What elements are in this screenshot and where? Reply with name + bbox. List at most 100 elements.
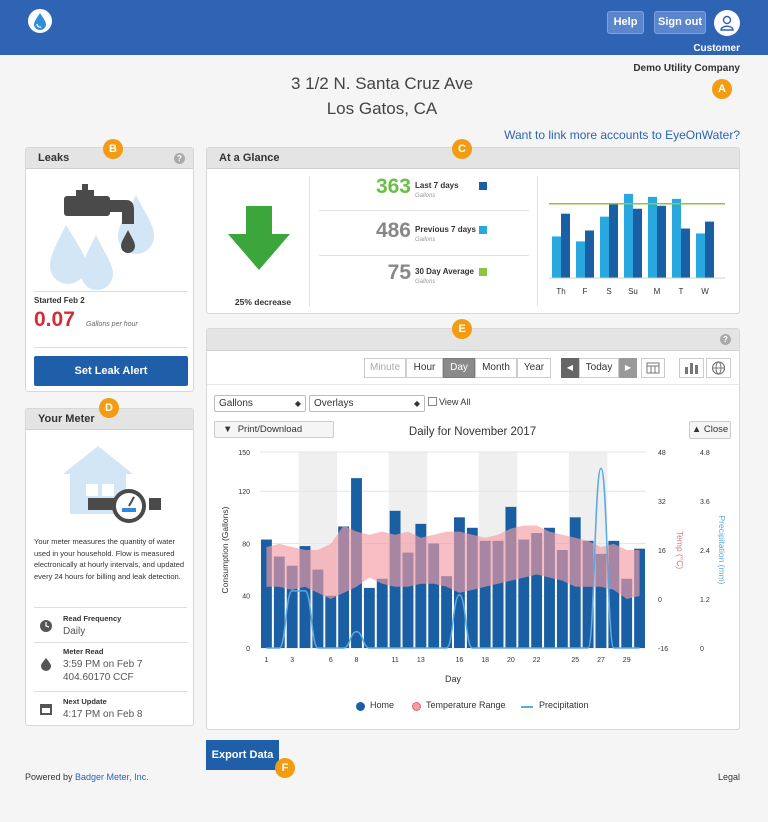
legend-home-label[interactable]: Home <box>370 700 395 710</box>
leak-rate-value: 0.07 <box>34 308 75 331</box>
consumption-bar[interactable] <box>492 540 504 648</box>
consumption-bar[interactable] <box>634 548 645 648</box>
your-meter-panel: Your Meter Your meter measures the quant… <box>25 408 194 726</box>
next-update-value: 4:17 PM on Feb 8 <box>63 709 143 720</box>
print-download-label: Print/Download <box>237 424 303 435</box>
meter-title: Your Meter <box>38 413 95 425</box>
customer-label: Customer <box>693 43 740 54</box>
mini-bar-previous <box>552 236 561 278</box>
faucet-icon <box>50 184 154 290</box>
link-accounts-link[interactable]: Want to link more accounts to EyeOnWater… <box>504 128 740 142</box>
segment-day[interactable]: Day <box>443 358 475 378</box>
consumption-bar[interactable] <box>428 543 440 648</box>
glance-stat-value: 486 <box>375 219 411 242</box>
mini-bar-last <box>585 230 594 278</box>
marker-f: F <box>275 758 295 778</box>
globe-view-button[interactable] <box>706 358 731 378</box>
help-button[interactable]: Help <box>607 11 644 34</box>
glance-stat-unit: Gallons <box>415 193 436 199</box>
consumption-bar[interactable] <box>376 578 388 648</box>
y3-tick-label: 4.8 <box>700 450 710 457</box>
x-tick-label: 11 <box>391 657 398 664</box>
consumption-bar[interactable] <box>286 565 298 648</box>
close-chart-label: Close <box>703 424 729 435</box>
calendar-button[interactable] <box>641 358 665 378</box>
mini-tick-label: Th <box>556 287 565 296</box>
segment-year[interactable]: Year <box>517 358 551 378</box>
house-meter-icon <box>63 446 161 523</box>
y3-axis-label: Precipitation (mm) <box>717 516 727 585</box>
badger-meter-link[interactable]: Badger Meter, Inc. <box>75 772 149 782</box>
x-tick-label: 18 <box>481 657 489 664</box>
consumption-bar[interactable] <box>325 595 337 648</box>
x-tick-label: 22 <box>533 657 541 664</box>
select-arrow-icon: ◆ <box>294 399 301 408</box>
close-chart-button[interactable]: ▲ Close <box>689 421 731 439</box>
legend-temp-swatch <box>412 702 421 711</box>
view-all-label: View All <box>439 397 471 407</box>
mini-bar-last <box>561 213 570 278</box>
clock-icon <box>40 620 52 632</box>
export-data-button[interactable]: Export Data <box>206 740 279 770</box>
consumption-bar[interactable] <box>312 569 324 648</box>
segment-minute[interactable]: Minute <box>364 358 406 378</box>
help-question-icon[interactable]: ? <box>720 334 731 345</box>
consumption-bar[interactable] <box>556 550 568 648</box>
consumption-bar[interactable] <box>415 523 427 648</box>
help-question-icon[interactable]: ? <box>174 153 185 164</box>
mini-bar-last <box>657 205 666 278</box>
mini-bar-last <box>681 228 690 278</box>
glance-stat-swatch <box>479 226 487 234</box>
consumption-bar[interactable] <box>595 553 607 648</box>
y-tick-label: 150 <box>238 450 250 457</box>
consumption-bar[interactable] <box>402 552 414 648</box>
overlays-select[interactable]: Overlays ◆ <box>309 395 425 412</box>
legal-link[interactable]: Legal <box>717 772 740 782</box>
today-button[interactable]: Today <box>579 358 619 378</box>
consumption-bar[interactable] <box>261 539 272 648</box>
segment-month[interactable]: Month <box>475 358 517 378</box>
y-tick-label: 40 <box>242 594 250 601</box>
consumption-bar[interactable] <box>608 540 620 648</box>
y2-tick-label: 32 <box>658 499 666 506</box>
consumption-bar[interactable] <box>544 527 555 648</box>
sign-out-button[interactable]: Sign out <box>654 11 706 34</box>
set-leak-alert-button[interactable]: Set Leak Alert <box>34 356 188 386</box>
legend-precip-label[interactable]: Precipitation <box>539 700 589 710</box>
bar-chart-view-button[interactable] <box>679 358 704 378</box>
footer-powered-by: Powered by Badger Meter, Inc. <box>25 772 149 782</box>
segment-hour[interactable]: Hour <box>406 358 443 378</box>
next-period-button[interactable]: ▶ <box>619 358 637 378</box>
mini-bar-previous <box>600 216 609 278</box>
calendar-icon <box>40 704 52 715</box>
unit-select[interactable]: Gallons ◆ <box>214 395 306 412</box>
consumption-bar[interactable] <box>479 540 491 648</box>
marker-d: D <box>99 398 119 418</box>
week-comparison-chart: Th F S Su M T W <box>549 193 725 296</box>
x-tick-label: 27 <box>597 657 605 664</box>
consumption-bar[interactable] <box>621 578 633 648</box>
consumption-bar[interactable] <box>582 540 594 648</box>
consumption-bar[interactable] <box>531 533 543 648</box>
prev-period-button[interactable]: ◀ <box>561 358 579 378</box>
user-avatar-icon[interactable] <box>714 10 740 36</box>
view-all-checkbox[interactable] <box>428 397 437 406</box>
consumption-bar[interactable] <box>299 546 311 648</box>
legend-temp-label[interactable]: Temperature Range <box>426 700 506 710</box>
chart-title: Daily for November 2017 <box>408 426 537 438</box>
print-download-button[interactable]: ▼ Print/Download <box>214 421 334 438</box>
glance-title: At a Glance <box>219 152 280 164</box>
leak-rate-unit: Gallons per hour <box>86 321 138 328</box>
eyeonwater-logo-icon[interactable] <box>28 9 52 33</box>
consumption-bar[interactable] <box>363 587 375 648</box>
consumption-bar[interactable] <box>273 556 285 648</box>
glance-stat-unit: Gallons <box>415 237 436 243</box>
mini-bar-last <box>609 203 618 278</box>
consumption-bar[interactable] <box>518 539 530 648</box>
marker-e: E <box>452 319 472 339</box>
meter-read-icon <box>41 658 51 671</box>
address-line-1: 3 1/2 N. Santa Cruz Ave <box>290 74 474 93</box>
consumption-bar[interactable] <box>441 576 452 648</box>
glance-stat-unit: Gallons <box>415 279 436 285</box>
